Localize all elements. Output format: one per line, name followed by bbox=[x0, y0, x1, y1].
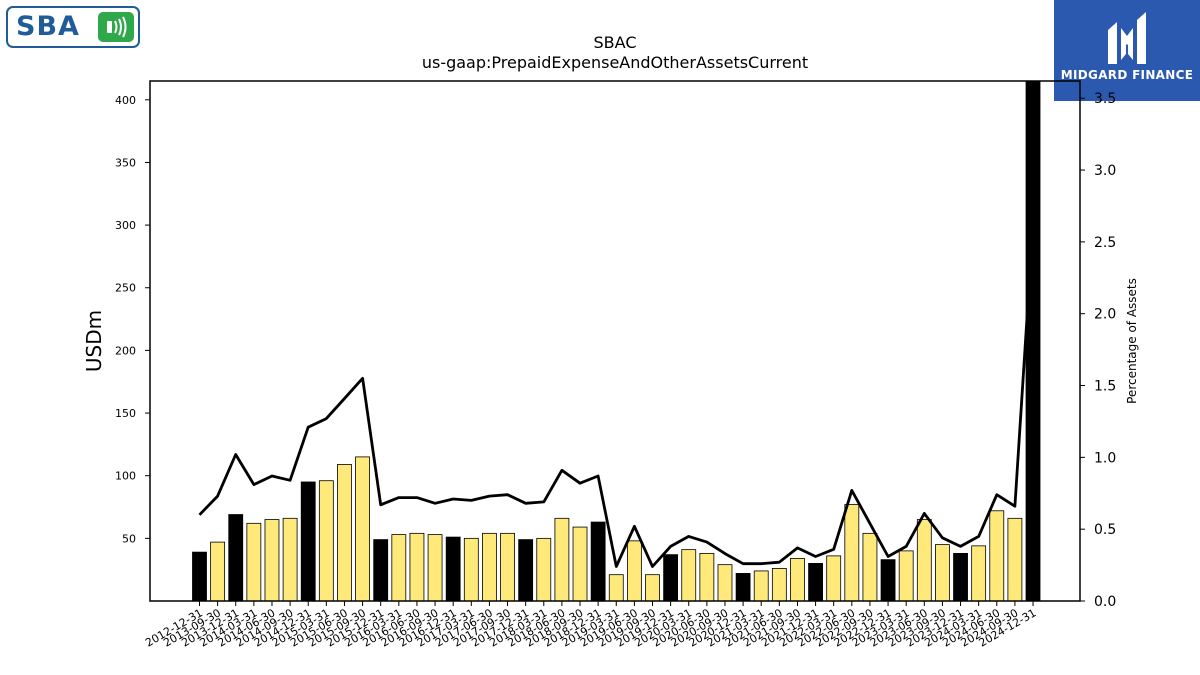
bar-2019-03-31 bbox=[608, 574, 624, 602]
y2-tick-label: 2.5 bbox=[1094, 235, 1116, 251]
y-tick-label: 50 bbox=[122, 532, 136, 545]
bar-2017-03-31 bbox=[463, 537, 479, 602]
left-axis-ticks: 50 100 150 200 250 300 350 400 bbox=[115, 94, 150, 545]
percentage-of-assets-line bbox=[198, 224, 1035, 568]
bar-2021-12-31 bbox=[808, 563, 823, 602]
bar-2024-06-30 bbox=[989, 510, 1005, 602]
bar-2016-12-31 bbox=[445, 536, 461, 602]
bar-2023-03-31 bbox=[898, 550, 914, 602]
bar-2017-06-30 bbox=[482, 532, 497, 602]
y2-tick-label: 3.5 bbox=[1094, 91, 1116, 107]
bar-2024-09-30 bbox=[1007, 517, 1023, 602]
bar-2022-06-30 bbox=[844, 504, 860, 602]
bar-2015-09-30 bbox=[355, 456, 370, 602]
y-axis-label: USDm bbox=[82, 310, 106, 372]
y2-tick-label: 2.0 bbox=[1094, 307, 1116, 323]
bar-2016-06-30 bbox=[409, 532, 425, 602]
bar-2013-12-31 bbox=[228, 514, 244, 602]
y-tick-label: 300 bbox=[115, 219, 136, 232]
bar-2019-09-30 bbox=[645, 574, 660, 602]
y2-tick-label: 1.0 bbox=[1094, 450, 1116, 466]
bar-2015-03-31 bbox=[318, 480, 334, 602]
bar-2024-03-31 bbox=[971, 545, 987, 602]
bar-2018-12-31 bbox=[590, 521, 606, 602]
y-tick-label: 150 bbox=[115, 407, 136, 420]
bar-2023-12-31 bbox=[953, 552, 968, 602]
bar-2020-09-30 bbox=[717, 564, 733, 602]
y-tick-label: 200 bbox=[115, 344, 136, 357]
y-tick-label: 400 bbox=[115, 94, 136, 107]
bar-2018-09-30 bbox=[572, 526, 588, 602]
bar-2023-09-30 bbox=[935, 544, 950, 602]
bar-2014-12-31 bbox=[300, 481, 316, 602]
bar-2014-03-31 bbox=[246, 522, 262, 602]
bar-2016-09-30 bbox=[427, 534, 443, 602]
bar-2023-06-30 bbox=[916, 519, 932, 602]
bar-2018-03-31 bbox=[536, 537, 552, 602]
midgard-finance-logo: MIDGARD FINANCE bbox=[1054, 0, 1200, 101]
sba-logo: SBA bbox=[6, 6, 140, 48]
bar-2019-12-31 bbox=[663, 554, 679, 602]
plot-frame bbox=[149, 80, 1081, 602]
bar-2017-09-30 bbox=[500, 532, 515, 602]
signal-waves-icon bbox=[98, 12, 134, 42]
bar-2018-06-30 bbox=[554, 517, 570, 602]
bar-2017-12-31 bbox=[518, 539, 534, 602]
bar-2019-06-30 bbox=[626, 540, 642, 602]
bar-2021-03-31 bbox=[753, 570, 769, 602]
bar-2020-06-30 bbox=[699, 552, 715, 602]
y2-tick-label: 3.0 bbox=[1094, 163, 1116, 179]
chart-title: SBAC bbox=[594, 33, 637, 52]
y2-tick-label: 1.5 bbox=[1094, 379, 1116, 395]
y-tick-label: 250 bbox=[115, 282, 136, 295]
bar-2016-03-31 bbox=[391, 534, 407, 602]
chart-subtitle: us-gaap:PrepaidExpenseAndOtherAssetsCurr… bbox=[422, 53, 808, 72]
bar-2014-06-30 bbox=[264, 519, 280, 602]
midgard-mark-icon bbox=[1104, 10, 1150, 70]
x-axis-ticks: 2012-12-312013-09-302013-12-312014-03-31… bbox=[143, 601, 1039, 650]
y2-tick-label: 0.5 bbox=[1094, 522, 1116, 538]
bar-2015-06-30 bbox=[337, 464, 352, 602]
bar-2022-09-30 bbox=[862, 532, 878, 602]
bar-2015-12-31 bbox=[373, 539, 389, 602]
bar-2021-06-30 bbox=[771, 568, 787, 602]
bar-2022-12-31 bbox=[880, 559, 896, 602]
y-tick-label: 100 bbox=[115, 470, 136, 483]
bar-2020-12-31 bbox=[735, 573, 751, 602]
y-tick-label: 350 bbox=[115, 156, 136, 169]
sba-logo-text: SBA bbox=[16, 11, 80, 42]
y2-tick-label: 0.0 bbox=[1094, 594, 1116, 610]
bar-2021-09-30 bbox=[790, 557, 805, 602]
bar-2024-12-31 bbox=[1025, 80, 1041, 602]
bar-2022-03-31 bbox=[826, 555, 842, 602]
bar-2013-09-30 bbox=[210, 541, 226, 602]
y2-axis-label: Percentage of Assets bbox=[1125, 278, 1139, 404]
right-axis-ticks: 0.0 0.5 1.0 1.5 2.0 2.5 3.0 3.5 bbox=[1080, 91, 1116, 610]
bar-2014-09-30 bbox=[282, 517, 298, 602]
bar-2020-03-31 bbox=[681, 549, 697, 602]
bar-2012-12-31 bbox=[192, 551, 207, 602]
midgard-finance-text: MIDGARD FINANCE bbox=[1060, 68, 1194, 82]
bars bbox=[192, 80, 1041, 602]
percentage-line bbox=[198, 224, 1035, 568]
